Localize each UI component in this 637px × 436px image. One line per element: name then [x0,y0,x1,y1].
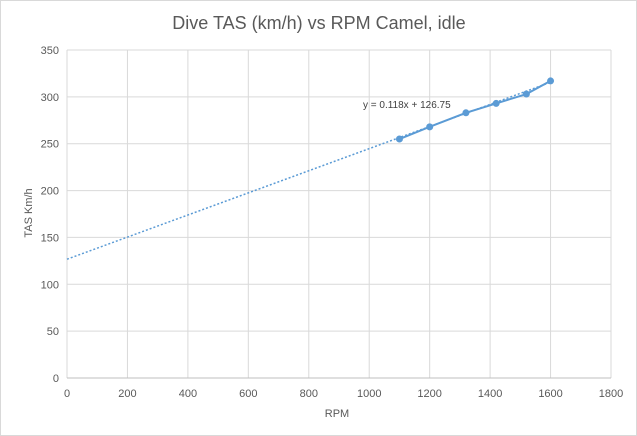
y-tick-label: 350 [41,45,59,57]
data-point [522,90,530,98]
data-point [395,135,403,143]
y-tick-label: 150 [41,232,59,244]
series-line-tas [399,80,552,140]
chart-title: Dive TAS (km/h) vs RPM Camel, idle [172,13,465,33]
x-tick-label: 1000 [357,388,381,400]
data-points [395,77,555,143]
y-tick-label: 200 [41,186,59,198]
x-tick-label: 1600 [538,388,562,400]
x-axis-ticks: 0 200 400 600 800 1000 1200 1400 1600 1800 [64,388,623,400]
x-tick-label: 600 [239,388,257,400]
y-axis-label: TAS Km/h [23,188,35,237]
y-tick-label: 100 [41,279,59,291]
data-point [462,109,470,117]
gridlines [66,49,612,378]
x-axis-label: RPM [325,408,349,420]
y-tick-label: 0 [53,373,59,385]
x-tick-label: 1200 [417,388,441,400]
data-point [426,123,434,131]
x-tick-label: 0 [64,388,70,400]
y-axis-ticks: 0 50 100 150 200 250 300 350 [41,45,59,385]
x-tick-label: 200 [118,388,136,400]
y-tick-label: 250 [41,139,59,151]
x-tick-label: 1800 [599,388,623,400]
data-point [547,77,555,85]
y-tick-label: 300 [41,92,59,104]
x-tick-label: 400 [179,388,197,400]
data-point [492,99,500,107]
x-tick-label: 1400 [478,388,502,400]
x-tick-label: 800 [300,388,318,400]
trendline-equation: y = 0.118x + 126.75 [363,100,451,111]
y-tick-label: 50 [47,326,59,338]
